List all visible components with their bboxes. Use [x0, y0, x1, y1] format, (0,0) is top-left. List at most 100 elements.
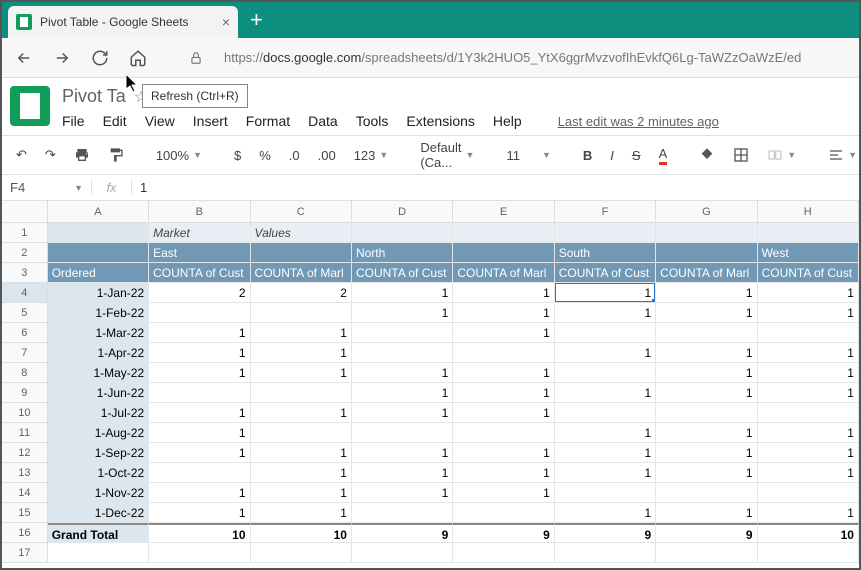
pivot-value[interactable]: 1 — [758, 283, 859, 303]
select-all-corner[interactable] — [2, 201, 48, 223]
col-header-F[interactable]: F — [555, 201, 656, 223]
pivot-value[interactable]: 1 — [656, 503, 757, 523]
region-west[interactable]: West — [758, 243, 859, 263]
cell[interactable] — [352, 543, 453, 563]
date-label[interactable]: 1-Jul-22 — [48, 403, 149, 423]
sheets-logo-icon[interactable] — [10, 86, 50, 126]
grand-total-value[interactable]: 10 — [251, 523, 352, 543]
pivot-value[interactable]: 1 — [656, 383, 757, 403]
close-tab-icon[interactable]: × — [222, 14, 230, 30]
zoom-dropdown[interactable]: 100%▼ — [150, 144, 208, 167]
grand-total-value[interactable]: 10 — [149, 523, 250, 543]
lock-icon[interactable] — [186, 48, 206, 68]
pivot-value[interactable]: 1 — [555, 503, 656, 523]
pivot-ordered-label[interactable]: Ordered — [48, 263, 149, 283]
pivot-value[interactable] — [352, 423, 453, 443]
pivot-value[interactable]: 1 — [555, 443, 656, 463]
pivot-value[interactable] — [149, 303, 250, 323]
measure[interactable]: COUNTA of Marl — [656, 263, 757, 283]
pivot-value[interactable] — [149, 383, 250, 403]
pivot-value[interactable]: 1 — [352, 303, 453, 323]
cell[interactable] — [453, 243, 554, 263]
back-button[interactable] — [14, 48, 34, 68]
pivot-value[interactable]: 1 — [352, 463, 453, 483]
pivot-value[interactable]: 1 — [251, 403, 352, 423]
pivot-value[interactable]: 1 — [453, 303, 554, 323]
pivot-value[interactable]: 1 — [149, 483, 250, 503]
row-header[interactable]: 8 — [2, 363, 48, 383]
col-header-A[interactable]: A — [48, 201, 149, 223]
pivot-value[interactable]: 1 — [453, 483, 554, 503]
pivot-value[interactable] — [656, 323, 757, 343]
menu-data[interactable]: Data — [308, 113, 338, 129]
pivot-value[interactable]: 1 — [352, 383, 453, 403]
pivot-value[interactable]: 2 — [251, 283, 352, 303]
forward-button[interactable] — [52, 48, 72, 68]
pivot-value[interactable]: 1 — [656, 363, 757, 383]
cell[interactable] — [149, 543, 250, 563]
row-header[interactable]: 16 — [2, 523, 48, 543]
row-header[interactable]: 6 — [2, 323, 48, 343]
percent-button[interactable]: % — [253, 144, 277, 167]
row-header[interactable]: 3 — [2, 263, 48, 283]
pivot-value[interactable]: 1 — [149, 323, 250, 343]
pivot-value[interactable] — [758, 323, 859, 343]
cell[interactable] — [352, 223, 453, 243]
grand-total-value[interactable]: 9 — [453, 523, 554, 543]
cell[interactable] — [555, 223, 656, 243]
col-header-D[interactable]: D — [352, 201, 453, 223]
pivot-value[interactable] — [656, 403, 757, 423]
pivot-value[interactable]: 1 — [251, 463, 352, 483]
pivot-value[interactable]: 1 — [352, 483, 453, 503]
strikethrough-button[interactable]: S — [626, 144, 647, 167]
pivot-value[interactable]: 1 — [251, 343, 352, 363]
row-header[interactable]: 11 — [2, 423, 48, 443]
menu-insert[interactable]: Insert — [193, 113, 228, 129]
cell[interactable] — [48, 223, 149, 243]
pivot-value[interactable]: 1 — [149, 363, 250, 383]
cell[interactable] — [251, 543, 352, 563]
undo-button[interactable]: ↶ — [10, 143, 33, 167]
pivot-value[interactable]: 1 — [555, 423, 656, 443]
pivot-value[interactable]: 1 — [758, 303, 859, 323]
pivot-value[interactable]: 1 — [555, 383, 656, 403]
currency-button[interactable]: $ — [228, 144, 247, 167]
date-label[interactable]: 1-Jan-22 — [48, 283, 149, 303]
pivot-value[interactable]: 1 — [758, 423, 859, 443]
row-header[interactable]: 5 — [2, 303, 48, 323]
pivot-value[interactable]: 1 — [149, 423, 250, 443]
pivot-value[interactable]: 1 — [656, 463, 757, 483]
name-box[interactable]: F4▼ — [2, 180, 92, 195]
italic-button[interactable]: I — [604, 144, 620, 167]
pivot-value[interactable]: 1 — [251, 363, 352, 383]
browser-tab[interactable]: Pivot Table - Google Sheets × — [8, 6, 238, 38]
date-label[interactable]: 1-Oct-22 — [48, 463, 149, 483]
date-label[interactable]: 1-Feb-22 — [48, 303, 149, 323]
pivot-value[interactable]: 1 — [656, 443, 757, 463]
row-header[interactable]: 7 — [2, 343, 48, 363]
date-label[interactable]: 1-Aug-22 — [48, 423, 149, 443]
pivot-value[interactable] — [251, 423, 352, 443]
pivot-value[interactable]: 1 — [758, 363, 859, 383]
measure[interactable]: COUNTA of Marl — [453, 263, 554, 283]
menu-view[interactable]: View — [145, 113, 175, 129]
pivot-value[interactable]: 1 — [251, 323, 352, 343]
cell[interactable] — [656, 223, 757, 243]
pivot-market-label[interactable]: Market — [149, 223, 250, 243]
col-header-E[interactable]: E — [453, 201, 554, 223]
row-header[interactable]: 10 — [2, 403, 48, 423]
url-field[interactable]: https://docs.google.com/spreadsheets/d/1… — [224, 50, 847, 65]
pivot-value[interactable]: 1 — [758, 503, 859, 523]
cell[interactable] — [758, 223, 859, 243]
pivot-value[interactable] — [251, 383, 352, 403]
formula-input[interactable]: 1 — [132, 180, 155, 195]
bold-button[interactable]: B — [577, 144, 598, 167]
grand-total-value[interactable]: 9 — [352, 523, 453, 543]
date-label[interactable]: 1-Dec-22 — [48, 503, 149, 523]
pivot-value[interactable]: 1 — [149, 343, 250, 363]
pivot-value[interactable]: 1 — [555, 343, 656, 363]
fill-color-button[interactable] — [693, 143, 721, 167]
row-header[interactable]: 14 — [2, 483, 48, 503]
col-header-B[interactable]: B — [149, 201, 250, 223]
grand-total-value[interactable]: 9 — [656, 523, 757, 543]
